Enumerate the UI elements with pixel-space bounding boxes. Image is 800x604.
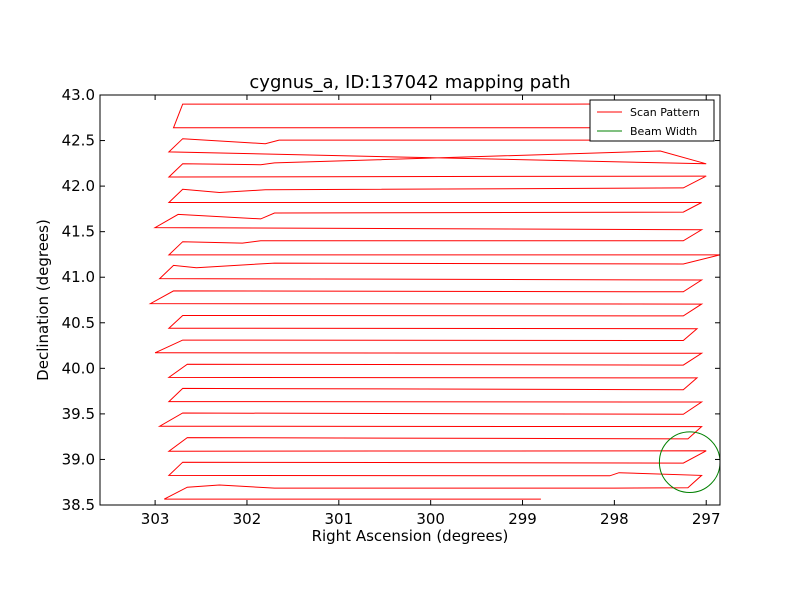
series-line-scan-pattern [148,103,720,500]
y-tick-label: 39.5 [62,405,95,423]
y-tick-label: 42.0 [62,177,95,195]
beam-width-circle [658,431,720,493]
x-tick-label: 301 [324,510,353,528]
y-tick-label: 43.0 [62,86,95,104]
y-tick-label: 38.5 [62,496,95,514]
y-tick-label: 41.5 [62,223,95,241]
beam-layer [658,431,720,493]
x-tick-label: 300 [416,510,445,528]
y-tick-label: 39.0 [62,450,95,468]
x-tick-label: 302 [233,510,262,528]
y-tick-label: 42.5 [62,132,95,150]
x-tick-label: 297 [692,510,721,528]
y-axis-label: Declination (degrees) [34,219,52,381]
chart-title: cygnus_a, ID:137042 mapping path [249,72,570,93]
x-axis-label: Right Ascension (degrees) [312,527,509,545]
y-tick-label: 40.0 [62,359,95,377]
legend: Scan Pattern Beam Width [589,99,715,142]
plot-frame [99,94,721,506]
plot-area [100,95,720,505]
y-axis-ticks: 38.5 39.0 39.5 40.0 40.5 41.0 41.5 42.0 42.5 43.0 [62,86,720,514]
x-axis-ticks: 303 302 301 300 299 298 297 [141,95,721,528]
y-tick-label: 40.5 [62,314,95,332]
legend-box [589,99,715,142]
x-tick-label: 299 [508,510,537,528]
x-tick-label: 298 [600,510,629,528]
y-tick-label: 41.0 [62,268,95,286]
x-tick-label: 303 [141,510,170,528]
legend-label-beam-width: Beam Width [630,125,697,138]
series-layer [148,103,720,500]
legend-label-scan-pattern: Scan Pattern [630,106,700,119]
